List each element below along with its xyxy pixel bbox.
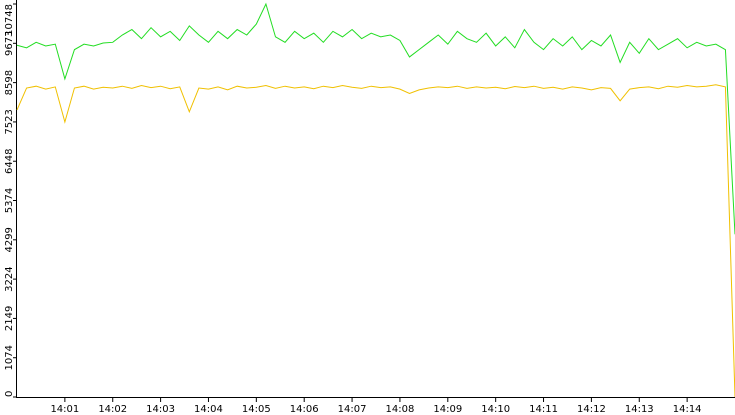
y-tick-label: 7523: [4, 109, 15, 134]
x-tick-label: 14:07: [338, 404, 367, 415]
y-tick-label: 10748: [4, 4, 15, 36]
x-tick-label: 14:06: [290, 404, 319, 415]
y-tick-label: 0: [4, 391, 15, 397]
series-line: [16, 2, 735, 235]
y-tick-label: 8598: [4, 70, 15, 95]
x-tick-label: 14:09: [433, 404, 462, 415]
x-tick-label: 14:03: [146, 404, 175, 415]
x-tick-label: 14:01: [50, 404, 79, 415]
y-tick-label: 5374: [4, 188, 15, 213]
x-tick-label: 14:11: [529, 404, 558, 415]
x-tick-label: 14:13: [625, 404, 654, 415]
x-tick-label: 14:05: [242, 404, 271, 415]
y-tick-label: 6448: [4, 149, 15, 174]
x-tick-label: 14:04: [194, 404, 223, 415]
y-tick-label: 3224: [4, 266, 15, 291]
x-tick-label: 14:08: [386, 404, 415, 415]
series-line: [16, 84, 735, 398]
y-tick-label: 4299: [4, 227, 15, 252]
x-tick-label: 14:02: [98, 404, 127, 415]
y-tick-label: 1074: [4, 345, 15, 370]
x-tick-label: 14:12: [577, 404, 606, 415]
y-tick-label: 9673: [4, 31, 15, 56]
x-tick-label: 14:14: [673, 404, 702, 415]
x-tick-label: 14:10: [481, 404, 510, 415]
y-tick-label: 2149: [4, 306, 15, 331]
